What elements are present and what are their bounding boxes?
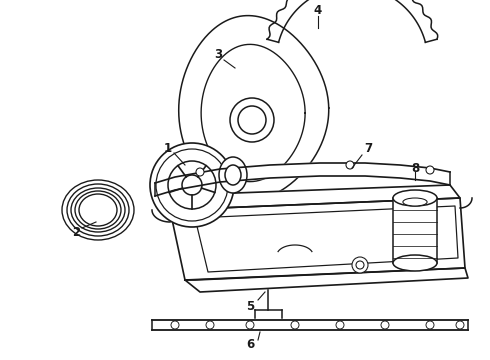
Text: 5: 5 bbox=[246, 300, 254, 312]
Circle shape bbox=[150, 143, 234, 227]
Polygon shape bbox=[155, 185, 460, 210]
Circle shape bbox=[336, 321, 344, 329]
Ellipse shape bbox=[393, 190, 437, 206]
Circle shape bbox=[182, 175, 202, 195]
Circle shape bbox=[426, 166, 434, 174]
Ellipse shape bbox=[75, 191, 121, 229]
Polygon shape bbox=[152, 320, 476, 330]
Text: 2: 2 bbox=[72, 225, 80, 238]
Ellipse shape bbox=[71, 188, 125, 232]
Ellipse shape bbox=[393, 255, 437, 271]
Ellipse shape bbox=[225, 165, 241, 185]
Circle shape bbox=[206, 321, 214, 329]
Polygon shape bbox=[185, 268, 468, 292]
Polygon shape bbox=[267, 0, 438, 42]
Ellipse shape bbox=[62, 180, 134, 240]
Text: 3: 3 bbox=[214, 49, 222, 62]
Circle shape bbox=[230, 98, 274, 142]
Text: 1: 1 bbox=[164, 141, 172, 154]
Circle shape bbox=[246, 321, 254, 329]
Polygon shape bbox=[170, 198, 465, 280]
Circle shape bbox=[291, 321, 299, 329]
Circle shape bbox=[156, 149, 228, 221]
Circle shape bbox=[426, 321, 434, 329]
Circle shape bbox=[196, 168, 204, 176]
Bar bbox=[393, 198, 437, 263]
Circle shape bbox=[456, 321, 464, 329]
Ellipse shape bbox=[67, 184, 129, 236]
Text: 7: 7 bbox=[364, 141, 372, 154]
Circle shape bbox=[168, 161, 216, 209]
Polygon shape bbox=[179, 15, 329, 201]
Ellipse shape bbox=[79, 194, 117, 226]
Polygon shape bbox=[201, 44, 305, 182]
Circle shape bbox=[356, 261, 364, 269]
Text: 4: 4 bbox=[314, 4, 322, 17]
Ellipse shape bbox=[403, 198, 427, 206]
Text: 6: 6 bbox=[246, 338, 254, 351]
Ellipse shape bbox=[219, 157, 247, 193]
Circle shape bbox=[171, 321, 179, 329]
Circle shape bbox=[346, 161, 354, 169]
Circle shape bbox=[238, 106, 266, 134]
Text: 8: 8 bbox=[411, 162, 419, 175]
Polygon shape bbox=[155, 163, 450, 196]
Circle shape bbox=[352, 257, 368, 273]
Circle shape bbox=[381, 321, 389, 329]
